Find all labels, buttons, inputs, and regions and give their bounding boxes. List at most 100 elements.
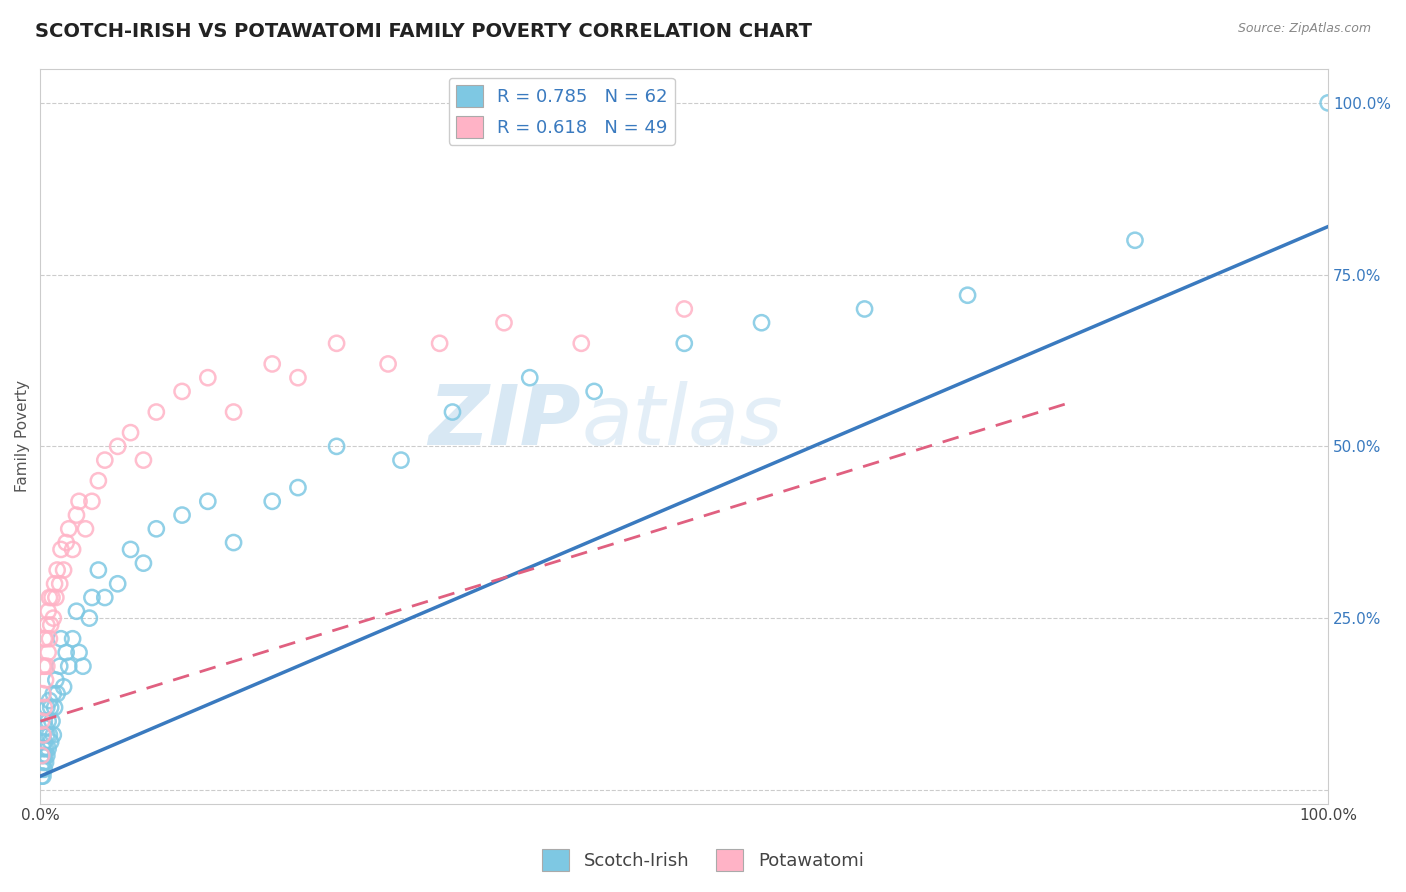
Point xyxy=(34,673,56,687)
Point xyxy=(107,576,129,591)
Point xyxy=(325,439,347,453)
Y-axis label: Family Poverty: Family Poverty xyxy=(15,380,30,492)
Point xyxy=(35,618,58,632)
Point xyxy=(1317,95,1340,110)
Point xyxy=(32,687,55,701)
Point xyxy=(52,680,75,694)
Point xyxy=(34,632,56,646)
Point xyxy=(44,576,66,591)
Point xyxy=(145,522,167,536)
Point xyxy=(389,453,412,467)
Point xyxy=(75,522,97,536)
Point xyxy=(79,611,101,625)
Point xyxy=(32,762,55,776)
Point xyxy=(65,508,87,522)
Point xyxy=(197,370,219,384)
Point xyxy=(42,728,65,742)
Point xyxy=(35,659,58,673)
Point xyxy=(38,693,60,707)
Point xyxy=(38,728,60,742)
Point xyxy=(48,659,70,673)
Point xyxy=(87,563,110,577)
Point xyxy=(58,659,80,673)
Point xyxy=(35,728,58,742)
Point xyxy=(32,741,55,756)
Point xyxy=(49,632,72,646)
Point xyxy=(120,425,142,440)
Point xyxy=(222,535,245,549)
Point xyxy=(132,556,155,570)
Point xyxy=(32,728,55,742)
Point xyxy=(49,542,72,557)
Point xyxy=(145,405,167,419)
Point xyxy=(583,384,606,399)
Point xyxy=(429,336,451,351)
Point xyxy=(956,288,979,302)
Point xyxy=(45,673,67,687)
Point xyxy=(197,494,219,508)
Point xyxy=(170,508,193,522)
Point xyxy=(853,301,876,316)
Point xyxy=(37,714,59,728)
Point xyxy=(31,769,53,783)
Point xyxy=(34,721,56,735)
Point xyxy=(32,756,55,770)
Point xyxy=(65,604,87,618)
Point xyxy=(120,542,142,557)
Point xyxy=(32,632,55,646)
Point xyxy=(62,632,84,646)
Point xyxy=(32,659,55,673)
Point xyxy=(34,741,56,756)
Point xyxy=(94,591,117,605)
Point xyxy=(52,563,75,577)
Point xyxy=(38,632,60,646)
Legend: R = 0.785   N = 62, R = 0.618   N = 49: R = 0.785 N = 62, R = 0.618 N = 49 xyxy=(449,78,675,145)
Point xyxy=(287,481,309,495)
Point xyxy=(32,659,55,673)
Text: SCOTCH-IRISH VS POTAWATOMI FAMILY POVERTY CORRELATION CHART: SCOTCH-IRISH VS POTAWATOMI FAMILY POVERT… xyxy=(35,22,813,41)
Point xyxy=(32,728,55,742)
Point xyxy=(67,645,90,659)
Point xyxy=(325,336,347,351)
Point xyxy=(48,576,70,591)
Point xyxy=(262,494,284,508)
Point xyxy=(55,535,77,549)
Point xyxy=(35,748,58,763)
Point xyxy=(441,405,464,419)
Point xyxy=(492,316,515,330)
Text: ZIP: ZIP xyxy=(429,381,581,462)
Point xyxy=(287,370,309,384)
Point xyxy=(39,618,62,632)
Text: Source: ZipAtlas.com: Source: ZipAtlas.com xyxy=(1237,22,1371,36)
Point xyxy=(58,522,80,536)
Text: atlas: atlas xyxy=(581,381,783,462)
Point xyxy=(72,659,94,673)
Point xyxy=(31,762,53,776)
Point xyxy=(32,735,55,749)
Point xyxy=(87,474,110,488)
Point xyxy=(751,316,773,330)
Point xyxy=(42,687,65,701)
Point xyxy=(262,357,284,371)
Point xyxy=(31,748,53,763)
Point xyxy=(35,700,58,714)
Point xyxy=(80,494,103,508)
Point xyxy=(41,714,63,728)
Point xyxy=(31,748,53,763)
Point xyxy=(45,591,67,605)
Point xyxy=(377,357,399,371)
Point xyxy=(132,453,155,467)
Point xyxy=(31,714,53,728)
Point xyxy=(44,700,66,714)
Point xyxy=(55,645,77,659)
Point xyxy=(38,591,60,605)
Point xyxy=(32,700,55,714)
Point xyxy=(1123,233,1146,247)
Point xyxy=(80,591,103,605)
Point xyxy=(41,591,63,605)
Point xyxy=(37,741,59,756)
Point xyxy=(32,714,55,728)
Point xyxy=(94,453,117,467)
Point xyxy=(519,370,541,384)
Point xyxy=(32,769,55,783)
